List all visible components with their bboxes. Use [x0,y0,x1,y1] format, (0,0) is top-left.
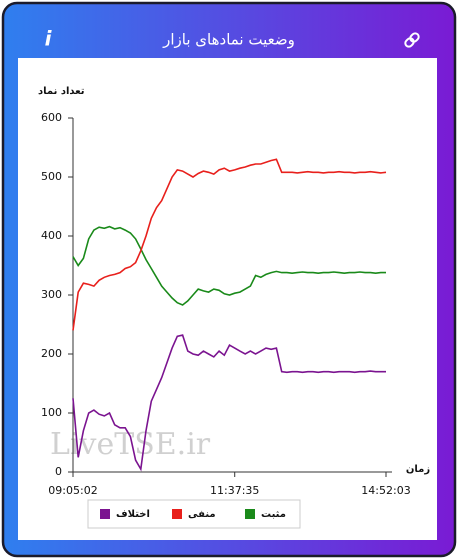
y-tick-label: 600 [41,111,62,124]
chart-title: وضعیت نمادهای بازار [162,31,295,49]
x-tick-label: 11:37:35 [210,484,259,497]
legend-swatch [100,509,110,519]
legend-swatch [245,509,255,519]
legend-swatch [172,509,182,519]
y-tick-label: 200 [41,347,62,360]
x-tick-label: 14:52:03 [361,484,410,497]
legend-label: مثبت [261,509,286,520]
legend-label: اختلاف [116,509,150,520]
panel [18,58,437,540]
legend-label: منفی [188,509,216,520]
link-icon[interactable] [404,32,420,48]
x-tick-label: 09:05:02 [48,484,97,497]
y-tick-label: 300 [41,288,62,301]
x-axis-label: زمان [406,464,430,475]
y-tick-label: 0 [55,465,62,478]
watermark: LiveTSE.ir [50,427,211,462]
y-axis-label: تعداد نماد [38,86,85,97]
legend [87,499,301,529]
info-icon[interactable]: i [45,27,53,51]
y-tick-label: 100 [41,406,62,419]
series-line [72,334,386,472]
series-line [72,225,386,306]
series-line [72,158,387,331]
y-tick-label: 400 [41,229,62,242]
y-tick-label: 500 [41,170,62,183]
